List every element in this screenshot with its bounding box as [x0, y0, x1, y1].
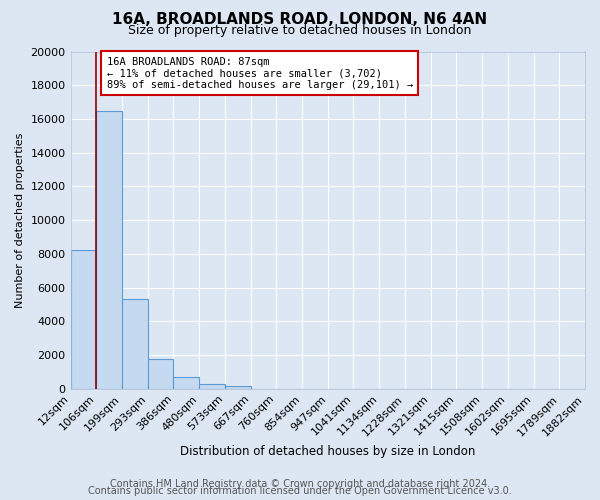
- Bar: [173, 377, 199, 389]
- Text: Size of property relative to detached houses in London: Size of property relative to detached ho…: [128, 24, 472, 37]
- X-axis label: Distribution of detached houses by size in London: Distribution of detached houses by size …: [180, 444, 475, 458]
- Text: Contains public sector information licensed under the Open Government Licence v3: Contains public sector information licen…: [88, 486, 512, 496]
- Bar: [122, 300, 148, 389]
- Bar: [225, 386, 251, 389]
- Text: 16A, BROADLANDS ROAD, LONDON, N6 4AN: 16A, BROADLANDS ROAD, LONDON, N6 4AN: [112, 12, 488, 28]
- Y-axis label: Number of detached properties: Number of detached properties: [15, 132, 25, 308]
- Text: Contains HM Land Registry data © Crown copyright and database right 2024.: Contains HM Land Registry data © Crown c…: [110, 479, 490, 489]
- Bar: [199, 384, 225, 389]
- Bar: [148, 360, 173, 389]
- Bar: [71, 250, 96, 389]
- Text: 16A BROADLANDS ROAD: 87sqm
← 11% of detached houses are smaller (3,702)
89% of s: 16A BROADLANDS ROAD: 87sqm ← 11% of deta…: [107, 56, 413, 90]
- Bar: [96, 110, 122, 389]
